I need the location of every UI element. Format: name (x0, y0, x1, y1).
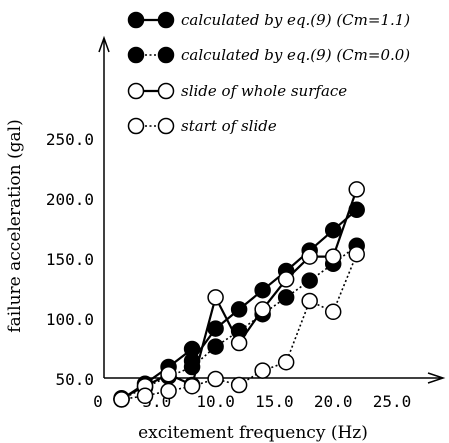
x-tick-label: 10.0 (196, 392, 235, 411)
x-tick-label: 20.0 (314, 392, 353, 411)
data-point (207, 289, 224, 306)
y-tick-label: 150.0 (46, 250, 94, 269)
legend-marker (157, 82, 175, 100)
series-1 (113, 201, 365, 408)
x-tick-labels: 0 5.0 10.0 15.0 20.0 25.0 (93, 392, 411, 411)
x-axis-title: excitement frequency (Hz) (138, 423, 368, 443)
data-point (183, 377, 201, 395)
data-point (254, 281, 271, 299)
legend-marker (157, 117, 175, 135)
series-3 (113, 181, 365, 407)
data-point (324, 221, 342, 239)
y-tick-labels: 50.0 100.0 150.0 200.0 250.0 (46, 130, 94, 389)
y-axis-title: failure acceleration (gal) (5, 119, 25, 332)
data-point (348, 181, 365, 198)
data-point (324, 248, 342, 265)
legend: calculated by eq.(9) (Cm=1.1) calculated … (127, 11, 410, 135)
data-point (348, 245, 365, 263)
data-point (160, 382, 177, 400)
data-point (207, 320, 224, 337)
series-4 (113, 245, 365, 408)
legend-entry: start of slide (127, 117, 277, 135)
data-point (254, 301, 271, 318)
y-axis-arrow (98, 35, 110, 53)
legend-label: start of slide (181, 117, 277, 135)
data-point (301, 248, 318, 265)
x-tick-label: 25.0 (373, 392, 412, 411)
data-point (324, 303, 342, 321)
series-line (120, 189, 358, 400)
legend-marker (127, 82, 145, 100)
x-tick-label: 0 (93, 392, 103, 411)
x-tick-label: 15.0 (255, 392, 294, 411)
y-tick-label: 100.0 (46, 310, 94, 329)
data-point (230, 334, 248, 352)
legend-marker (127, 46, 145, 64)
legend-entry: calculated by eq.(9) (Cm=1.1) (127, 11, 410, 29)
data-point (113, 391, 130, 408)
legend-entry: slide of whole surface (127, 82, 347, 100)
data-point (230, 376, 248, 394)
legend-marker (127, 117, 145, 135)
series-layer (113, 181, 365, 408)
legend-entry: calculated by eq.(9) (Cm=0.0) (127, 46, 410, 64)
y-tick-label: 200.0 (46, 190, 94, 209)
data-point (254, 362, 271, 379)
data-point (301, 292, 318, 310)
legend-marker (127, 11, 145, 29)
data-point (277, 353, 295, 371)
data-point (136, 387, 154, 405)
x-axis-arrow (427, 372, 446, 384)
legend-marker (157, 11, 175, 29)
y-tick-label: 50.0 (55, 370, 94, 389)
legend-label: slide of whole surface (181, 82, 347, 100)
legend-marker (157, 46, 175, 64)
data-point (301, 272, 318, 289)
data-point (160, 365, 177, 383)
data-point (277, 271, 295, 288)
data-point (277, 289, 295, 306)
y-tick-label: 250.0 (46, 130, 94, 149)
data-point (230, 301, 248, 318)
legend-label: calculated by eq.(9) (Cm=1.1) (181, 11, 410, 29)
legend-label: calculated by eq.(9) (Cm=0.0) (181, 46, 410, 64)
data-point (207, 370, 224, 388)
data-point (207, 338, 224, 355)
